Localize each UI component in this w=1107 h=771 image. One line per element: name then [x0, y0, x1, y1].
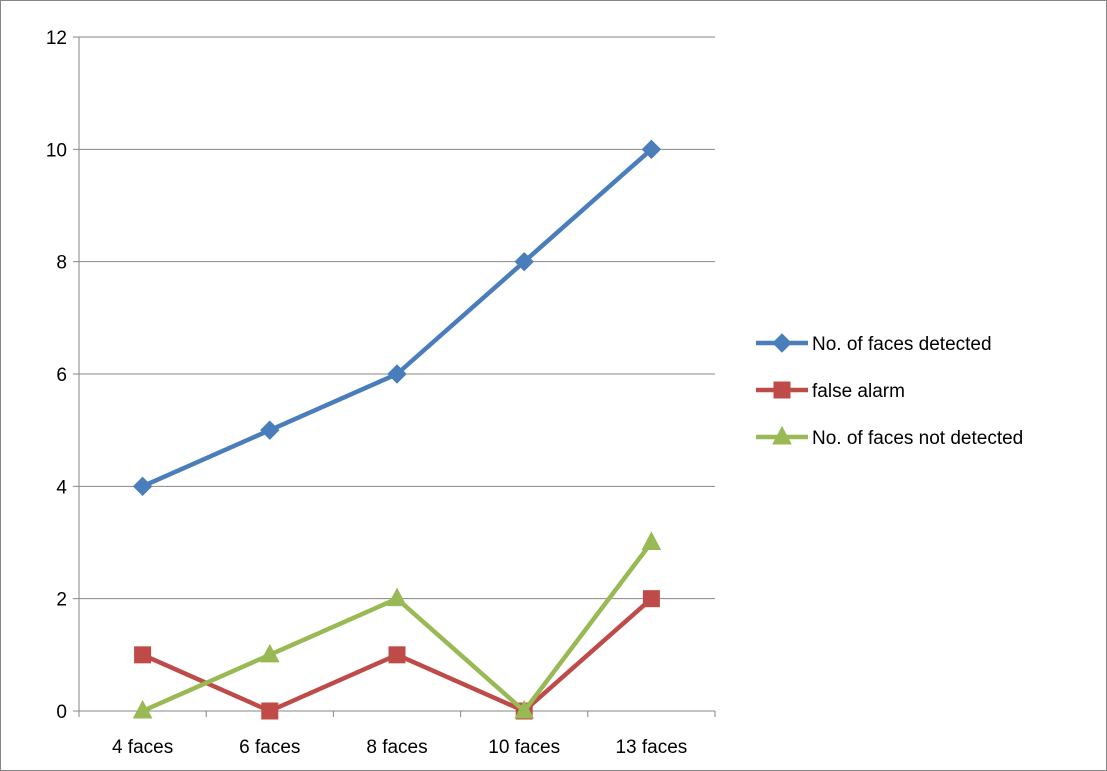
y-tick-label: 10: [46, 140, 67, 161]
data-point-triangle: [514, 699, 535, 719]
legend-label: No. of faces detected: [812, 334, 992, 355]
data-point-square: [388, 646, 406, 664]
y-tick-label: 4: [56, 477, 67, 498]
data-point-square: [261, 702, 279, 720]
x-tick-label: 8 faces: [366, 737, 427, 758]
series: [132, 139, 662, 720]
x-tick-label: 4 faces: [112, 737, 173, 758]
data-point-diamond: [641, 139, 662, 160]
x-tick-label: 6 faces: [239, 737, 300, 758]
data-point-triangle: [387, 587, 407, 607]
legend-item: No. of faces not detected: [756, 425, 1023, 449]
legend-label: No. of faces not detected: [812, 428, 1023, 449]
legend-marker: [772, 425, 792, 445]
data-point-diamond: [132, 476, 153, 497]
legend-marker: [772, 333, 792, 353]
legend-item: false alarm: [756, 381, 905, 402]
data-point-square: [134, 646, 152, 664]
y-tick-label: 2: [56, 590, 67, 611]
legend-label: false alarm: [812, 381, 905, 402]
y-tick-label: 8: [56, 253, 67, 274]
y-tick-label: 12: [46, 28, 67, 49]
series-0: [132, 139, 662, 497]
legend-marker: [773, 381, 791, 399]
series-1: [134, 590, 660, 720]
y-tick-label: 0: [56, 702, 67, 723]
data-point-triangle: [132, 699, 153, 719]
x-tick-label: 10 faces: [488, 737, 560, 758]
series-line: [140, 147, 654, 489]
data-point-diamond: [514, 251, 534, 272]
data-point-triangle: [259, 643, 280, 663]
x-tick-label: 13 faces: [615, 737, 687, 758]
data-point-diamond: [260, 420, 280, 440]
series-2: [132, 531, 662, 719]
series-line: [140, 540, 654, 714]
data-point-diamond: [387, 364, 407, 384]
data-point-triangle: [641, 531, 662, 550]
axes: 0 2 4 6 8 10 12 4 faces 6 faces 8 faces 10 faces 13…: [46, 28, 716, 758]
data-point-square: [642, 590, 660, 608]
y-tick-label: 6: [56, 365, 67, 386]
legend: No. of faces detected false alarm No. of f…: [756, 333, 1023, 449]
gridlines: [79, 36, 715, 600]
legend-item: No. of faces detected: [756, 333, 992, 355]
